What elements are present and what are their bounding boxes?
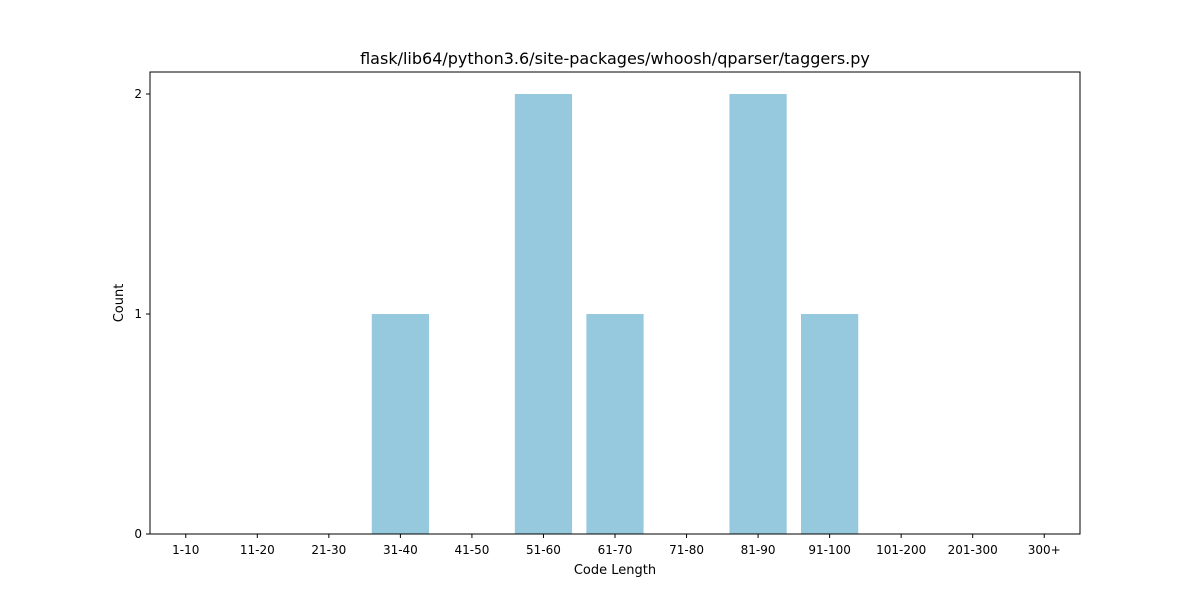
y-tick-label: 1 [134, 307, 142, 321]
bar-91-100 [801, 314, 859, 534]
bar-31-40 [371, 314, 429, 534]
x-tick-label: 81-90 [741, 543, 776, 557]
x-tick-label: 300+ [1028, 543, 1061, 557]
chart-title: flask/lib64/python3.6/site-packages/whoo… [360, 49, 870, 68]
bar-61-70 [586, 314, 644, 534]
bar-51-60 [514, 94, 573, 534]
bars-layer [371, 94, 859, 534]
x-tick-label: 61-70 [598, 543, 633, 557]
x-tick-label: 1-10 [172, 543, 199, 557]
x-tick-label: 41-50 [454, 543, 489, 557]
x-tick-label: 101-200 [876, 543, 926, 557]
x-axis-label: Code Length [574, 563, 656, 578]
bar-81-90 [729, 94, 787, 534]
x-tick-label: 51-60 [526, 543, 561, 557]
y-tick-label: 2 [134, 87, 142, 101]
y-axis-ticks: 0 1 2 [134, 87, 150, 541]
x-tick-label: 11-20 [240, 543, 275, 557]
x-tick-label: 21-30 [311, 543, 346, 557]
x-axis-ticks: 1-10 11-20 21-30 31-40 41-50 51-60 61-70 71-80 8… [172, 534, 1061, 557]
x-tick-label: 71-80 [669, 543, 704, 557]
x-tick-label: 201-300 [948, 543, 998, 557]
x-tick-label: 31-40 [383, 543, 418, 557]
y-tick-label: 0 [134, 527, 142, 541]
x-tick-label: 91-100 [808, 543, 851, 557]
y-axis-label: Count [112, 284, 127, 323]
